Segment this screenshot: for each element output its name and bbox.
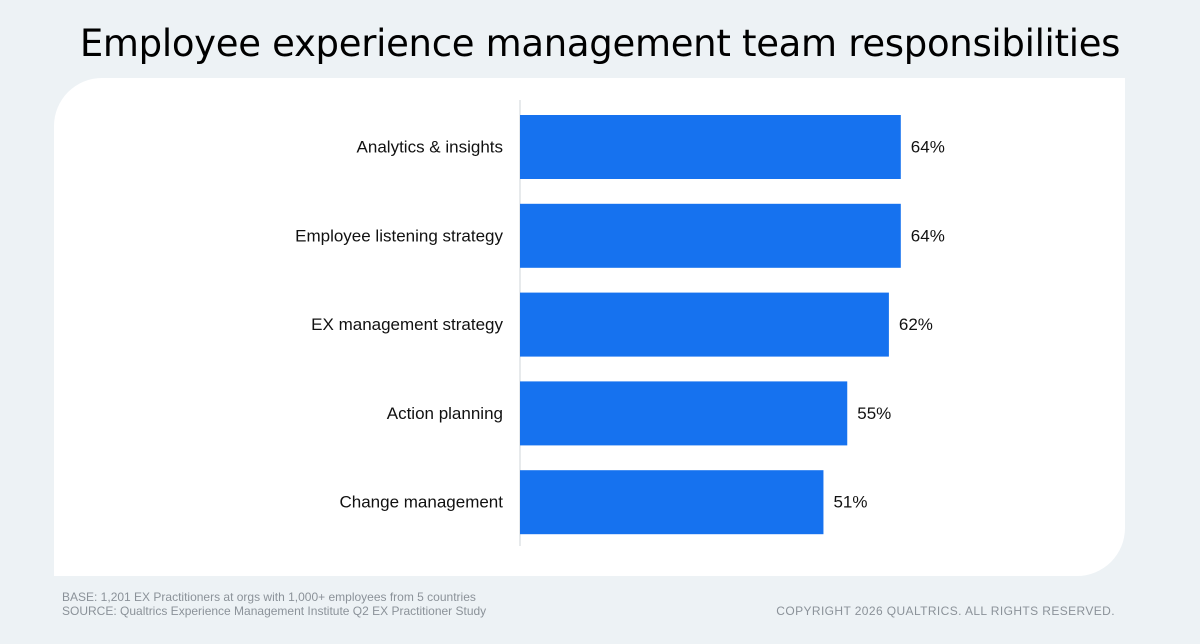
bar (520, 381, 848, 446)
footnote-source: SOURCE: Qualtrics Experience Management … (62, 604, 487, 618)
bar (520, 115, 901, 179)
bar (520, 203, 901, 268)
bar (520, 470, 824, 535)
bar-group: EX management strategy 62% (311, 292, 933, 357)
bar-chart: Analytics & insights 64%Employee listenin… (295, 100, 945, 546)
bar-group: Employee listening strategy 64% (295, 203, 945, 268)
page-title: Employee experience management team resp… (79, 22, 1121, 65)
bar-group: Change management 51% (339, 470, 867, 535)
bar-group: Analytics & insights 64% (357, 115, 945, 179)
category-label: Employee listening strategy (295, 226, 503, 245)
category-label: Change management (339, 493, 503, 512)
category-label: EX management strategy (311, 315, 503, 334)
category-label: Action planning (387, 404, 503, 423)
value-label: 51% (833, 493, 867, 512)
bar (520, 292, 889, 357)
value-label: 55% (857, 404, 891, 423)
bar-group: Action planning 55% (387, 381, 891, 446)
copyright-notice: COPYRIGHT 2026 QUALTRICS. ALL RIGHTS RES… (776, 604, 1115, 618)
value-label: 64% (911, 226, 945, 245)
value-label: 64% (911, 138, 945, 157)
value-label: 62% (899, 315, 933, 334)
chart-card: Analytics & insights 64% Employee listenin… (54, 78, 1125, 576)
category-label: Analytics & insights (357, 138, 503, 157)
footnote-base: BASE: 1,201 EX Practitioners at orgs wit… (62, 590, 476, 604)
